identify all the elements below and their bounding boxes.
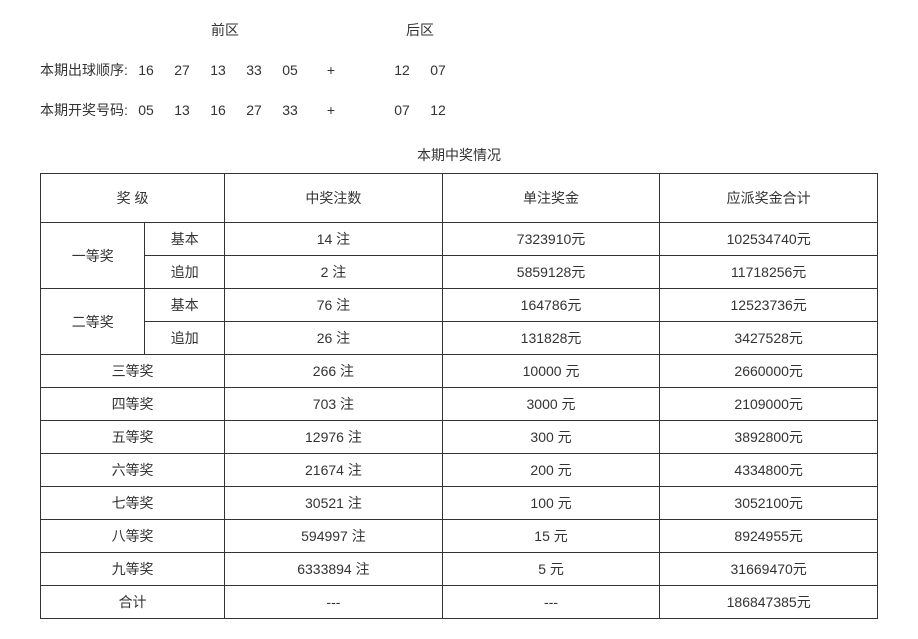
prize-level: 二等奖	[41, 289, 145, 355]
header-total: 应派奖金合计	[660, 174, 878, 223]
total-cell: 2109000元	[660, 388, 878, 421]
number: 12	[427, 102, 449, 118]
unit-cell: ---	[442, 586, 660, 619]
table-row: 六等奖21674 注200 元4334800元	[41, 454, 878, 487]
count-cell: 12976 注	[225, 421, 443, 454]
unit-cell: 3000 元	[442, 388, 660, 421]
numbers-section: 前区 后区 本期出球顺序:1627133305+1207本期开奖号码:05131…	[40, 20, 878, 120]
count-cell: 30521 注	[225, 487, 443, 520]
table-title: 本期中奖情况	[40, 145, 878, 165]
prize-level: 三等奖	[41, 355, 225, 388]
prize-level: 一等奖	[41, 223, 145, 289]
plus-sign: +	[301, 102, 361, 118]
row-label: 本期出球顺序:	[40, 60, 135, 80]
unit-cell: 200 元	[442, 454, 660, 487]
table-row: 四等奖703 注3000 元2109000元	[41, 388, 878, 421]
number: 13	[171, 102, 193, 118]
number: 27	[171, 62, 193, 78]
table-row: 追加2 注5859128元11718256元	[41, 256, 878, 289]
count-cell: 14 注	[225, 223, 443, 256]
count-cell: 21674 注	[225, 454, 443, 487]
total-cell: 8924955元	[660, 520, 878, 553]
front-area-label: 前区	[110, 20, 340, 40]
number: 05	[135, 102, 157, 118]
total-row: 合计------186847385元	[41, 586, 878, 619]
table-row: 追加26 注131828元3427528元	[41, 322, 878, 355]
number-row: 本期开奖号码:05 13 16 27 33+07 12	[40, 100, 878, 120]
prize-level: 六等奖	[41, 454, 225, 487]
total-cell: 31669470元	[660, 553, 878, 586]
unit-cell: 15 元	[442, 520, 660, 553]
back-numbers: 07 12	[391, 102, 449, 118]
unit-cell: 131828元	[442, 322, 660, 355]
header-count: 中奖注数	[225, 174, 443, 223]
count-cell: 76 注	[225, 289, 443, 322]
prize-level: 合计	[41, 586, 225, 619]
number: 13	[207, 62, 229, 78]
table-row: 七等奖30521 注100 元3052100元	[41, 487, 878, 520]
table-row: 一等奖基本14 注7323910元102534740元	[41, 223, 878, 256]
unit-cell: 10000 元	[442, 355, 660, 388]
count-cell: 266 注	[225, 355, 443, 388]
unit-cell: 7323910元	[442, 223, 660, 256]
total-cell: 12523736元	[660, 289, 878, 322]
number: 12	[391, 62, 413, 78]
total-cell: 3052100元	[660, 487, 878, 520]
unit-cell: 5859128元	[442, 256, 660, 289]
total-cell: 186847385元	[660, 586, 878, 619]
sub-label: 追加	[145, 256, 225, 289]
front-numbers: 16 27 13 33 05	[135, 62, 301, 78]
count-cell: 2 注	[225, 256, 443, 289]
number: 27	[243, 102, 265, 118]
front-numbers: 05 13 16 27 33	[135, 102, 301, 118]
number-row: 本期出球顺序:16 27 13 33 05+12 07	[40, 60, 878, 80]
count-cell: 594997 注	[225, 520, 443, 553]
number: 07	[391, 102, 413, 118]
total-cell: 4334800元	[660, 454, 878, 487]
count-cell: 26 注	[225, 322, 443, 355]
total-cell: 102534740元	[660, 223, 878, 256]
row-label: 本期开奖号码:	[40, 100, 135, 120]
table-row: 三等奖266 注10000 元2660000元	[41, 355, 878, 388]
prize-table: 奖 级 中奖注数 单注奖金 应派奖金合计 一等奖基本14 注7323910元10…	[40, 173, 878, 619]
prize-level: 五等奖	[41, 421, 225, 454]
total-cell: 3892800元	[660, 421, 878, 454]
number: 33	[279, 102, 301, 118]
prize-level: 九等奖	[41, 553, 225, 586]
table-row: 五等奖12976 注300 元3892800元	[41, 421, 878, 454]
back-area-label: 后区	[360, 20, 480, 40]
number: 07	[427, 62, 449, 78]
table-row: 九等奖6333894 注5 元31669470元	[41, 553, 878, 586]
plus-sign: +	[301, 62, 361, 78]
header-level: 奖 级	[41, 174, 225, 223]
number: 16	[135, 62, 157, 78]
unit-cell: 100 元	[442, 487, 660, 520]
unit-cell: 300 元	[442, 421, 660, 454]
prize-level: 八等奖	[41, 520, 225, 553]
prize-level: 四等奖	[41, 388, 225, 421]
number: 33	[243, 62, 265, 78]
total-cell: 3427528元	[660, 322, 878, 355]
sub-label: 追加	[145, 322, 225, 355]
header-unit: 单注奖金	[442, 174, 660, 223]
unit-cell: 5 元	[442, 553, 660, 586]
total-cell: 2660000元	[660, 355, 878, 388]
total-cell: 11718256元	[660, 256, 878, 289]
table-row: 八等奖594997 注15 元8924955元	[41, 520, 878, 553]
number: 16	[207, 102, 229, 118]
prize-level: 七等奖	[41, 487, 225, 520]
numbers-header: 前区 后区	[40, 20, 878, 40]
count-cell: ---	[225, 586, 443, 619]
count-cell: 6333894 注	[225, 553, 443, 586]
number: 05	[279, 62, 301, 78]
table-row: 二等奖基本76 注164786元12523736元	[41, 289, 878, 322]
count-cell: 703 注	[225, 388, 443, 421]
sub-label: 基本	[145, 289, 225, 322]
unit-cell: 164786元	[442, 289, 660, 322]
sub-label: 基本	[145, 223, 225, 256]
back-numbers: 12 07	[391, 62, 449, 78]
